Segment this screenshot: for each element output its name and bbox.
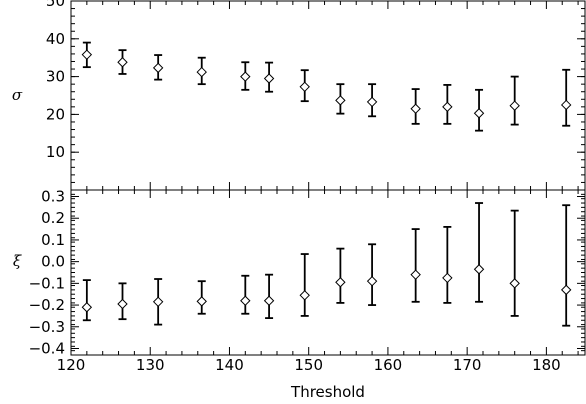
- xi-data-point: [196, 296, 207, 307]
- sigma-y-tick-label: 30: [46, 68, 65, 86]
- sigma-y-tick-label: 20: [46, 105, 65, 123]
- x-tick-label: 150: [294, 356, 323, 374]
- xi-y-tick-label: −0.4: [29, 339, 65, 357]
- xi-data-point: [240, 295, 251, 306]
- sigma-data-point: [263, 73, 275, 84]
- xi-data-point: [117, 298, 128, 310]
- sigma-y-tick-label: 40: [46, 30, 65, 48]
- xi-data-point: [473, 264, 485, 275]
- sigma-data-point: [442, 101, 453, 113]
- x-tick-label: 130: [136, 356, 165, 374]
- xi-data-point: [81, 302, 93, 313]
- sigma-y-tick-label: 10: [46, 143, 65, 161]
- xi-data-point: [335, 277, 346, 288]
- sigma-data-point: [473, 108, 485, 119]
- xi-y-tick-label: −0.2: [29, 296, 65, 314]
- xi-y-tick-label: −0.3: [29, 318, 65, 336]
- x-axis-title: Threshold: [290, 383, 365, 401]
- x-tick-label: 160: [374, 356, 403, 374]
- sigma-data-point: [81, 49, 93, 60]
- xi-y-tick-label: 0.2: [41, 209, 65, 227]
- sigma-y-tick-label: 50: [46, 0, 65, 10]
- xi-data-point: [299, 290, 310, 301]
- sigma-data-point: [366, 96, 378, 108]
- x-axis-tick-labels: 120 130 140 150 160 170 180: [57, 356, 561, 374]
- sigma-data-point: [299, 81, 310, 93]
- xi-y-tick-label: 0.3: [41, 188, 65, 206]
- xi-panel: −0.4 −0.3 −0.2 −0.1 0.0 0.1 0.2 0.3: [29, 188, 586, 357]
- sigma-data-point: [410, 103, 421, 114]
- sigma-data-point: [509, 100, 520, 111]
- xi-data-point: [509, 278, 520, 289]
- sigma-data-point: [152, 62, 164, 74]
- sigma-axis-title: σ: [12, 86, 23, 104]
- xi-data-point: [560, 284, 572, 296]
- x-tick-label: 180: [532, 356, 561, 374]
- xi-data-point: [366, 275, 378, 287]
- sigma-panel-frame: [70, 0, 586, 191]
- xi-data-point: [263, 295, 275, 306]
- xi-y-tick-label: 0.0: [41, 253, 65, 271]
- xi-data-point: [442, 272, 453, 284]
- sigma-data-point: [196, 66, 207, 78]
- sigma-panel: 10 20 30 40 50: [46, 0, 586, 191]
- x-tick-label: 170: [453, 356, 482, 374]
- xi-data-point: [152, 296, 164, 308]
- sigma-data-point: [560, 99, 572, 111]
- xi-axis-title: ξ: [13, 252, 22, 270]
- xi-panel-frame: [70, 189, 586, 356]
- xi-y-tick-label: −0.1: [29, 274, 65, 292]
- x-tick-label: 140: [215, 356, 244, 374]
- sigma-data-point: [335, 95, 346, 106]
- sigma-data-point: [117, 57, 128, 68]
- x-tick-label: 120: [57, 356, 86, 374]
- sigma-data-point: [240, 71, 251, 82]
- xi-y-tick-label: 0.1: [41, 231, 65, 249]
- xi-data-point: [410, 269, 421, 280]
